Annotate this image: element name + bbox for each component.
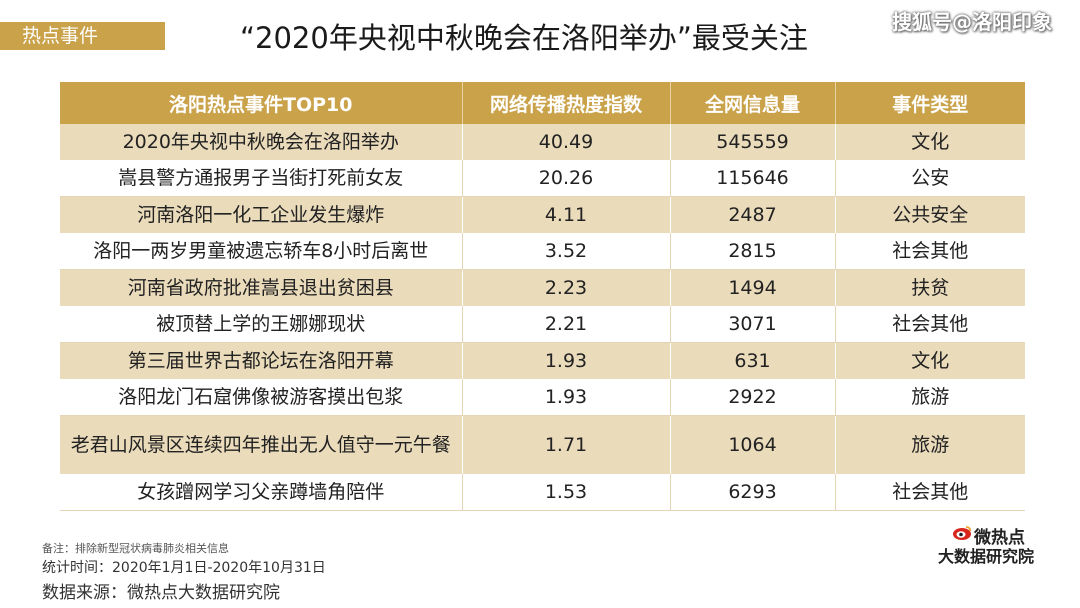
column-header-event: 洛阳热点事件TOP10 xyxy=(60,82,463,124)
table-row: 女孩蹭网学习父亲蹲墙角陪伴 1.53 6293 社会其他 xyxy=(60,474,1025,511)
column-header-volume: 全网信息量 xyxy=(670,82,836,124)
event-cell: 女孩蹭网学习父亲蹲墙角陪伴 xyxy=(60,474,463,511)
table-row: 洛阳一两岁男童被遗忘轿车8小时后离世 3.52 2815 社会其他 xyxy=(60,233,1025,270)
table-row: 河南洛阳一化工企业发生爆炸 4.11 2487 公共安全 xyxy=(60,196,1025,233)
heat-cell: 1.93 xyxy=(462,379,671,416)
heat-cell: 20.26 xyxy=(462,160,671,197)
event-cell: 2020年央视中秋晚会在洛阳举办 xyxy=(60,124,463,160)
type-cell: 旅游 xyxy=(835,379,1025,416)
event-cell: 河南洛阳一化工企业发生爆炸 xyxy=(60,196,463,233)
page-title: “2020年央视中秋晚会在洛阳举办”最受关注 xyxy=(240,21,808,55)
section-tag: 热点事件 xyxy=(0,22,165,50)
table-row: 河南省政府批准嵩县退出贫困县 2.23 1494 扶贫 xyxy=(60,269,1025,306)
event-cell: 嵩县警方通报男子当街打死前女友 xyxy=(60,160,463,197)
heat-cell: 1.93 xyxy=(462,342,671,379)
heat-cell: 40.49 xyxy=(462,124,671,160)
type-cell: 文化 xyxy=(835,342,1025,379)
event-cell: 第三届世界古都论坛在洛阳开幕 xyxy=(60,342,463,379)
logo-line-2: 大数据研究院 xyxy=(938,547,1035,566)
type-cell: 文化 xyxy=(835,124,1025,160)
event-cell: 老君山风景区连续四年推出无人值守一元午餐 xyxy=(60,415,463,474)
event-cell: 被顶替上学的王娜娜现状 xyxy=(60,306,463,343)
event-cell: 河南省政府批准嵩县退出贫困县 xyxy=(60,269,463,306)
type-cell: 扶贫 xyxy=(835,269,1025,306)
data-source: 数据来源：微热点大数据研究院 xyxy=(42,583,280,603)
volume-cell: 3071 xyxy=(670,306,836,343)
volume-cell: 631 xyxy=(670,342,836,379)
table-header-row: 洛阳热点事件TOP10 网络传播热度指数 全网信息量 事件类型 xyxy=(60,82,1025,124)
table-row: 嵩县警方通报男子当街打死前女友 20.26 115646 公安 xyxy=(60,160,1025,197)
table-row: 被顶替上学的王娜娜现状 2.21 3071 社会其他 xyxy=(60,306,1025,343)
table-row: 2020年央视中秋晚会在洛阳举办 40.49 545559 文化 xyxy=(60,124,1025,160)
volume-cell: 2922 xyxy=(670,379,836,416)
heat-cell: 1.53 xyxy=(462,474,671,511)
table-row: 第三届世界古都论坛在洛阳开幕 1.93 631 文化 xyxy=(60,342,1025,379)
heat-cell: 4.11 xyxy=(462,196,671,233)
heat-cell: 2.21 xyxy=(462,306,671,343)
type-cell: 社会其他 xyxy=(835,233,1025,270)
heat-cell: 3.52 xyxy=(462,233,671,270)
weibo-eye-icon xyxy=(953,526,972,540)
logo-line-1: 微热点 xyxy=(974,528,1025,548)
event-cell: 洛阳一两岁男童被遗忘轿车8小时后离世 xyxy=(60,233,463,270)
heat-cell: 2.23 xyxy=(462,269,671,306)
volume-cell: 2815 xyxy=(670,233,836,270)
volume-cell: 2487 xyxy=(670,196,836,233)
type-cell: 公共安全 xyxy=(835,196,1025,233)
volume-cell: 1494 xyxy=(670,269,836,306)
volume-cell: 6293 xyxy=(670,474,836,511)
type-cell: 社会其他 xyxy=(835,474,1025,511)
hot-events-table: 洛阳热点事件TOP10 网络传播热度指数 全网信息量 事件类型 2020年央视中… xyxy=(60,82,1025,511)
volume-cell: 1064 xyxy=(670,415,836,474)
watermark: 搜狐号@洛阳印象 xyxy=(892,10,1052,34)
volume-cell: 545559 xyxy=(670,124,836,160)
type-cell: 公安 xyxy=(835,160,1025,197)
volume-cell: 115646 xyxy=(670,160,836,197)
table-row: 老君山风景区连续四年推出无人值守一元午餐 1.71 1064 旅游 xyxy=(60,415,1025,474)
column-header-type: 事件类型 xyxy=(835,82,1025,124)
statistics-period: 统计时间：2020年1月1日-2020年10月31日 xyxy=(42,560,326,576)
event-cell: 洛阳龙门石窟佛像被游客摸出包浆 xyxy=(60,379,463,416)
footnote: 备注：排除新型冠状病毒肺炎相关信息 xyxy=(42,542,229,555)
type-cell: 旅游 xyxy=(835,415,1025,474)
brand-logo: 微热点 大数据研究院 xyxy=(938,523,1058,567)
heat-cell: 1.71 xyxy=(462,415,671,474)
table-row: 洛阳龙门石窟佛像被游客摸出包浆 1.93 2922 旅游 xyxy=(60,379,1025,416)
type-cell: 社会其他 xyxy=(835,306,1025,343)
column-header-heat-index: 网络传播热度指数 xyxy=(462,82,671,124)
